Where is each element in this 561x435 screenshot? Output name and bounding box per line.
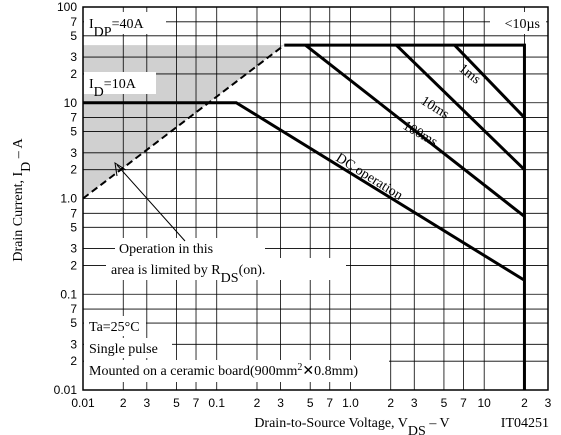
label-background <box>106 258 346 280</box>
y-tick-label: 2 <box>70 258 77 272</box>
note-arrow <box>116 164 186 242</box>
text-segment: =10A <box>104 77 137 92</box>
x-tick-label: 7 <box>193 396 200 410</box>
soa-line <box>82 44 285 200</box>
condition-text: Mounted on a ceramic board(900mm2✕0.8mm) <box>89 362 358 380</box>
note-text: Operation in this <box>119 242 213 257</box>
text-segment: (on). <box>239 263 266 278</box>
x-tick-label: 3 <box>143 396 150 410</box>
condition-text: Single pulse <box>89 342 158 357</box>
y-tick-label: 5 <box>70 316 77 330</box>
x-axis-label: Drain-to-Source Voltage, VDS – V <box>254 416 449 435</box>
y-tick-label: 3 <box>70 242 77 256</box>
y-tick-label: 0.1 <box>60 287 77 301</box>
label-background <box>84 72 156 94</box>
text-segment: DP <box>94 25 112 40</box>
y-tick-label: 3 <box>70 146 77 160</box>
text-segment: Ta=25°C <box>89 320 140 335</box>
soa-line <box>453 44 526 119</box>
x-tick-label: 1.0 <box>342 396 359 410</box>
soa-line <box>304 43 526 218</box>
y-tick-label: 1.0 <box>60 192 77 206</box>
x-tick-label: 7 <box>460 396 467 410</box>
text-segment: Drain Current, I <box>11 171 26 261</box>
y-tick-label: 5 <box>70 220 77 234</box>
y-tick-label: 3 <box>70 50 77 64</box>
x-tick-label: 2 <box>254 396 261 410</box>
y-tick-label: 100 <box>57 0 77 14</box>
note-text: area is limited by RDS(on). <box>111 263 265 286</box>
x-tick-label: 3 <box>545 396 552 410</box>
y-tick-label: 0.01 <box>54 383 78 397</box>
text-segment: =40A <box>112 17 145 32</box>
x-tick-label: 0.1 <box>208 396 225 410</box>
y-tick-label: 5 <box>70 29 77 43</box>
text-segment: 100ms <box>400 118 440 150</box>
text-segment: 1ms <box>456 61 484 87</box>
text-segment: Operation in this <box>119 242 213 257</box>
x-tick-label: 5 <box>441 396 448 410</box>
text-segment: – A <box>11 137 26 161</box>
y-tick-label: 7 <box>70 111 77 125</box>
y-tick-label: 5 <box>70 125 77 139</box>
condition-text: Ta=25°C <box>89 320 140 335</box>
figure-code: IT04251 <box>501 416 549 431</box>
curve-label: 1ms <box>456 61 484 87</box>
text-segment: D <box>94 85 104 100</box>
text-segment: DC operation <box>333 151 405 204</box>
x-tick-label: 3 <box>277 396 284 410</box>
text-segment: area is limited by R <box>111 263 221 278</box>
curve-label: IDP=40A <box>89 17 144 40</box>
label-background <box>84 338 172 358</box>
text-segment: 2 <box>297 362 302 373</box>
y-tick-label: 10 <box>64 96 78 110</box>
text-segment: <10µs <box>505 17 540 32</box>
label-background <box>84 316 146 336</box>
y-tick-label: 2 <box>70 354 77 368</box>
y-axis-label: Drain Current, ID – A <box>11 137 34 261</box>
curve-label: 10ms <box>418 94 452 123</box>
label-background <box>84 360 389 382</box>
label-background <box>84 12 166 34</box>
x-tick-label: 3 <box>411 396 418 410</box>
text-segment: 10ms <box>418 94 452 123</box>
text-segment: D <box>19 162 34 172</box>
x-tick-label: 5 <box>307 396 314 410</box>
soa-line <box>395 44 526 171</box>
x-tick-label: 10 <box>478 396 492 410</box>
text-segment: Drain-to-Source Voltage, V <box>254 416 408 431</box>
x-tick-label: 2 <box>120 396 127 410</box>
soa-line <box>83 101 526 282</box>
y-tick-label: 7 <box>70 206 77 220</box>
y-tick-label: 2 <box>70 163 77 177</box>
text-segment: Single pulse <box>89 342 158 357</box>
x-tick-label: 0.01 <box>71 396 95 410</box>
y-tick-label: 7 <box>70 15 77 29</box>
soa-line <box>284 43 526 390</box>
x-tick-label: 5 <box>173 396 180 410</box>
text-segment: I <box>89 77 94 92</box>
x-tick-label: 2 <box>521 396 528 410</box>
text-segment: I <box>89 17 94 32</box>
label-background <box>490 12 546 34</box>
x-tick-label: 7 <box>326 396 333 410</box>
curve-label: DC operation <box>333 151 405 204</box>
text-segment: ✕0.8mm) <box>302 364 358 379</box>
text-segment: DS <box>221 271 239 286</box>
curve-label: 100ms <box>400 118 440 150</box>
label-background <box>115 238 265 258</box>
text-segment: Mounted on a ceramic board(900mm <box>89 364 297 379</box>
note-arrowhead <box>114 161 127 177</box>
text-segment: – V <box>426 416 450 431</box>
curve-label: <10µs <box>505 17 540 32</box>
y-tick-label: 7 <box>70 302 77 316</box>
y-tick-label: 2 <box>70 67 77 81</box>
x-tick-label: 2 <box>387 396 394 410</box>
curve-label: ID=10A <box>89 77 137 100</box>
y-tick-label: 3 <box>70 337 77 351</box>
text-segment: DS <box>408 424 426 435</box>
